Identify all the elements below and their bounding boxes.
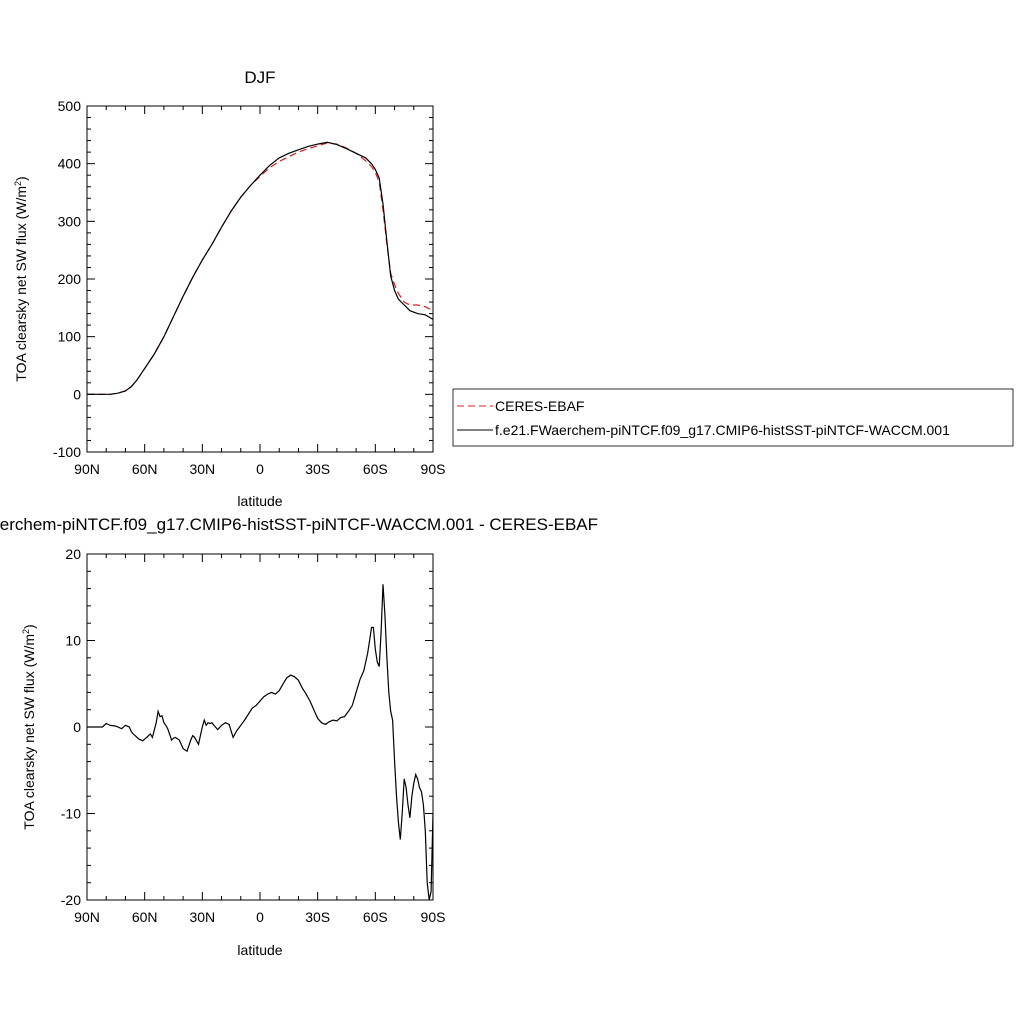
panel-top-ytick-label: 300: [58, 213, 82, 229]
panel-top-xtick-label: 60N: [132, 461, 158, 477]
panel-top-frame: [86, 105, 434, 453]
panel-top-ylabel: TOA clearsky net SW flux (W/m2): [13, 176, 29, 381]
panel-bottom-ticks: 90N 60N 30N 0 30S 60S 90S -20 -10 0 10 20: [61, 546, 446, 925]
panel-top-ytick-label: 200: [58, 271, 82, 287]
panel-top-ytick-label: -100: [53, 444, 81, 460]
panel-top-xtick-label: 0: [256, 461, 264, 477]
legend: CERES-EBAF f.e21.FWaerchem-piNTCF.f09_g1…: [452, 388, 1014, 447]
panel-bottom-ytick-label: 20: [65, 546, 81, 562]
panel-top-ytick-label: 500: [58, 98, 82, 114]
panel-bottom: f.e21.FWaerchem-piNTCF.f09_g17.CMIP6-his…: [0, 515, 598, 958]
legend-label-model: f.e21.FWaerchem-piNTCF.f09_g17.CMIP6-his…: [495, 422, 950, 438]
panel-bottom-ytick-label: -10: [61, 806, 81, 822]
panel-top-series-line-1: [87, 141, 433, 395]
panel-top-xtick-label: 90N: [74, 461, 100, 477]
panel-top-xtick-label: 60S: [363, 461, 388, 477]
panel-top-series-line-0: [87, 142, 433, 395]
panel-bottom-xtick-label: 30S: [305, 909, 330, 925]
panel-top-xlabel: latitude: [237, 493, 282, 509]
panel-bottom-xtick-label: 60S: [363, 909, 388, 925]
panel-top-ytick-label: 0: [73, 386, 81, 402]
panel-top-title: DJF: [244, 68, 275, 87]
panel-bottom-xlabel: latitude: [237, 942, 282, 958]
panel-top-ticks: 90N 60N 30N 0 30S 60S 90S -100 0 100 200 300 400 500: [53, 98, 445, 477]
panel-bottom-frame: [86, 553, 434, 901]
panel-top-ytick-label: 400: [58, 156, 82, 172]
panel-bottom-xtick-label: 60N: [132, 909, 158, 925]
panel-top-xtick-label: 90S: [421, 461, 446, 477]
panel-bottom-xtick-label: 90S: [421, 909, 446, 925]
legend-label-ceres: CERES-EBAF: [495, 398, 584, 414]
panel-top: DJF 90N 60N 30N 0 30S 60S 90S -100 0 100 200 300 400…: [13, 68, 445, 509]
panel-bottom-ytick-label: -20: [61, 892, 81, 908]
panel-bottom-ytick-label: 10: [65, 633, 81, 649]
panel-bottom-xtick-label: 30N: [189, 909, 215, 925]
panel-bottom-xtick-label: 0: [256, 909, 264, 925]
panel-bottom-title: f.e21.FWaerchem-piNTCF.f09_g17.CMIP6-his…: [0, 515, 598, 534]
panel-bottom-ylabel: TOA clearsky net SW flux (W/m2): [21, 624, 37, 829]
panel-top-series: [87, 141, 433, 395]
panel-bottom-ytick-label: 0: [73, 719, 81, 735]
panel-top-ytick-label: 100: [58, 329, 82, 345]
panel-bottom-series: [87, 584, 433, 900]
panel-top-xtick-label: 30S: [305, 461, 330, 477]
panel-bottom-series-line-0: [87, 584, 433, 900]
panel-top-xtick-label: 30N: [189, 461, 215, 477]
legend-box: [452, 388, 1014, 447]
panel-bottom-xtick-label: 90N: [74, 909, 100, 925]
